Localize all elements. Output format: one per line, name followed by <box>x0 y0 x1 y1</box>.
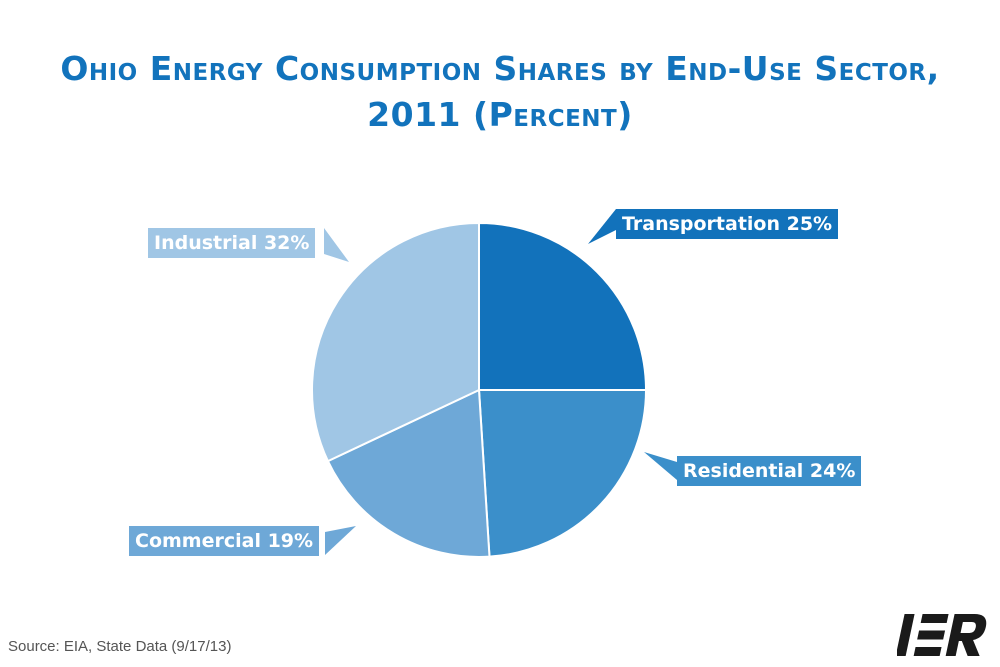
slice-label-transportation: Transportation 25% <box>616 209 839 239</box>
source-note: Source: EIA, State Data (9/17/13) <box>8 638 232 655</box>
label-pointer-residential <box>644 452 677 480</box>
pie-slice-industrial <box>311 222 480 463</box>
slice-label-commercial: Commercial 19% <box>129 526 320 556</box>
label-pointer-commercial <box>325 526 356 555</box>
ier-logo <box>897 614 987 656</box>
label-pointer-industrial <box>324 228 349 262</box>
pie-slice-residential <box>478 389 647 558</box>
slice-label-residential: Residential 24% <box>677 456 862 486</box>
pie-slice-transportation <box>478 222 647 391</box>
pie-slice-commercial <box>326 389 491 558</box>
label-pointer-transportation <box>588 209 616 244</box>
slice-label-industrial: Industrial 32% <box>148 228 316 258</box>
chart-title: Ohio Energy Consumption Shares by End-Us… <box>60 49 940 134</box>
